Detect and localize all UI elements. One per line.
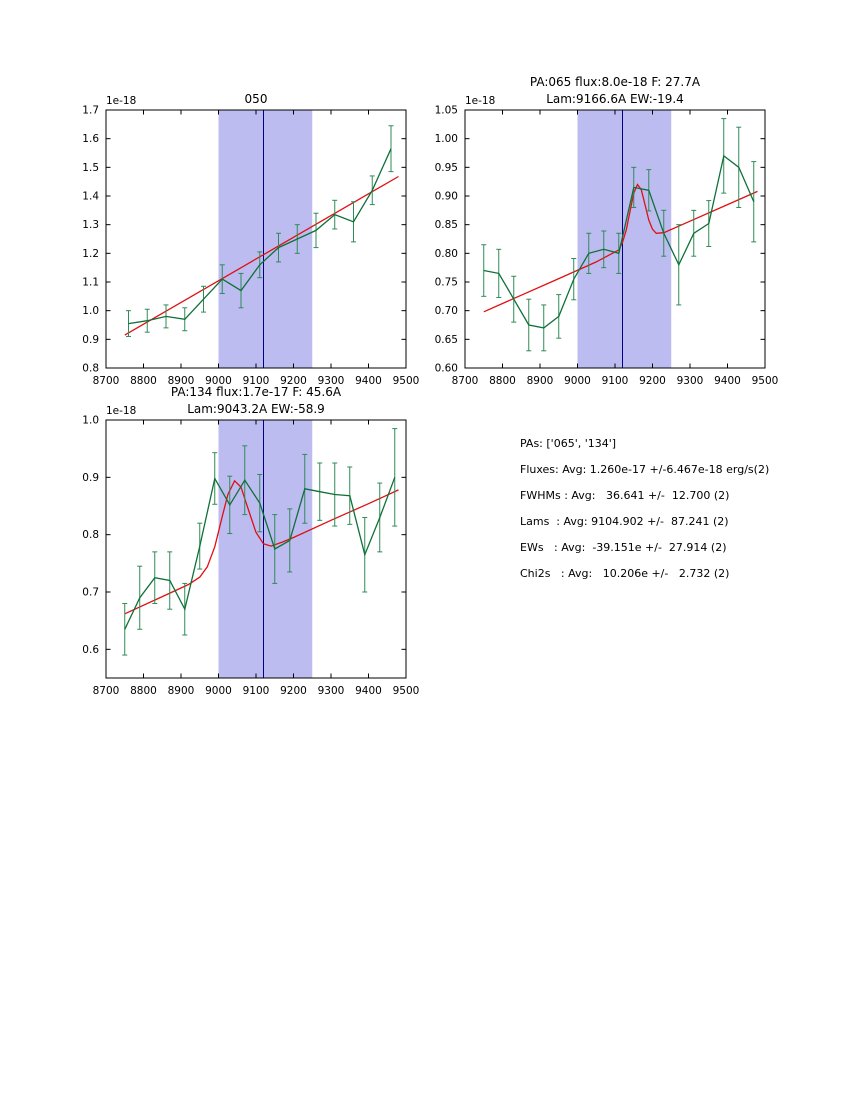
fit-band bbox=[218, 420, 313, 678]
plot-spectrum-pa134: 8700 8800 8900 9000 9100 9200 9300 9400 9500 0.6 0… bbox=[82, 385, 419, 697]
y-tick-label: 1.3 bbox=[82, 219, 99, 231]
fit-band bbox=[577, 110, 672, 368]
x-tick-label: 9300 bbox=[318, 685, 345, 697]
stat-line-fluxes: Fluxes: Avg: 1.260e-17 +/-6.467e-18 erg/… bbox=[520, 463, 770, 476]
y-tick-label: 0.9 bbox=[82, 472, 99, 484]
y-tick-label: 0.80 bbox=[435, 248, 458, 260]
x-tick-label: 9000 bbox=[205, 375, 232, 387]
x-tick-label: 8800 bbox=[130, 375, 157, 387]
plot-title-line: 050 bbox=[245, 92, 268, 106]
y-tick-label: 0.60 bbox=[435, 363, 458, 375]
x-tick-label: 9300 bbox=[318, 375, 345, 387]
x-tick-label: 8900 bbox=[168, 685, 195, 697]
spectrum-data-line bbox=[128, 148, 392, 325]
y-tick-label: 1.6 bbox=[82, 133, 99, 145]
y-tick-label: 1.4 bbox=[82, 191, 99, 203]
y-tick-label: 0.8 bbox=[82, 363, 99, 375]
y-tick-label: 1.1 bbox=[82, 277, 99, 289]
stat-line-fwhms: FWHMs : Avg: 36.641 +/- 12.700 (2) bbox=[520, 489, 730, 502]
tick-marks bbox=[105, 109, 407, 369]
x-tick-label: 9500 bbox=[393, 375, 420, 387]
x-tick-label: 8800 bbox=[489, 375, 516, 387]
y-axis-offset-label: 1e-18 bbox=[106, 95, 136, 107]
x-tick-label: 9500 bbox=[752, 375, 779, 387]
plot-spectrum-pa065: 8700 8800 8900 9000 9100 9200 9300 9400 9500 0.60… bbox=[435, 75, 779, 387]
y-tick-label: 1.5 bbox=[82, 162, 99, 174]
x-tick-label: 8900 bbox=[527, 375, 554, 387]
x-tick-label: 8700 bbox=[452, 375, 479, 387]
x-tick-label: 9100 bbox=[602, 375, 629, 387]
x-tick-label: 9400 bbox=[355, 685, 382, 697]
spectrum-data-line bbox=[483, 154, 755, 329]
spectrum-data-line bbox=[124, 476, 396, 630]
x-tick-label: 9200 bbox=[639, 375, 666, 387]
x-tick-label: 9200 bbox=[280, 685, 307, 697]
y-tick-label: 0.70 bbox=[435, 305, 458, 317]
plot-title-line: PA:065 flux:8.0e-18 F: 27.7A bbox=[530, 75, 701, 89]
tick-labels: 8700 8800 8900 9000 9100 9200 9300 9400 9500 0.60… bbox=[435, 105, 779, 388]
tick-marks bbox=[464, 109, 766, 369]
x-tick-label: 8700 bbox=[93, 375, 120, 387]
y-axis-offset-label: 1e-18 bbox=[465, 95, 495, 107]
x-tick-label: 8700 bbox=[93, 685, 120, 697]
y-tick-label: 1.00 bbox=[435, 133, 458, 145]
x-tick-label: 9100 bbox=[243, 685, 270, 697]
x-tick-label: 9000 bbox=[205, 685, 232, 697]
plot-title-line: Lam:9166.6A EW:-19.4 bbox=[546, 92, 684, 106]
x-tick-label: 9400 bbox=[355, 375, 382, 387]
x-tick-label: 9100 bbox=[243, 375, 270, 387]
y-tick-label: 1.05 bbox=[435, 105, 458, 117]
x-tick-label: 9000 bbox=[564, 375, 591, 387]
y-tick-label: 0.65 bbox=[435, 334, 458, 346]
y-tick-label: 0.8 bbox=[82, 529, 99, 541]
x-tick-label: 9400 bbox=[714, 375, 741, 387]
stat-line-ews: EWs : Avg: -39.151e +/- 27.914 (2) bbox=[520, 541, 727, 554]
tick-labels: 8700 8800 8900 9000 9100 9200 9300 9400 9500 0.8 0… bbox=[82, 105, 419, 388]
tick-labels: 8700 8800 8900 9000 9100 9200 9300 9400 9500 0.6 0… bbox=[82, 415, 419, 698]
y-tick-label: 0.7 bbox=[82, 587, 99, 599]
y-tick-label: 0.95 bbox=[435, 162, 458, 174]
stats-panel: PAs: ['065', '134'] Fluxes: Avg: 1.260e-… bbox=[520, 431, 769, 587]
y-tick-label: 1.7 bbox=[82, 105, 99, 117]
plot-spectrum-050: 8700 8800 8900 9000 9100 9200 9300 9400 9500 0.8 0… bbox=[82, 92, 419, 387]
plot-title-line: Lam:9043.2A EW:-58.9 bbox=[187, 402, 325, 416]
y-tick-label: 0.75 bbox=[435, 277, 458, 289]
x-tick-label: 8900 bbox=[168, 375, 195, 387]
y-tick-label: 1.0 bbox=[82, 305, 99, 317]
model-fit-line bbox=[124, 175, 399, 336]
plot-title-line: PA:134 flux:1.7e-17 F: 45.6A bbox=[171, 385, 342, 399]
stat-line-pas: PAs: ['065', '134'] bbox=[520, 437, 617, 450]
x-tick-label: 8800 bbox=[130, 685, 157, 697]
x-tick-label: 9200 bbox=[280, 375, 307, 387]
stat-line-chi2s: Chi2s : Avg: 10.206e +/- 2.732 (2) bbox=[520, 567, 730, 580]
x-tick-label: 9500 bbox=[393, 685, 420, 697]
stat-line-lams: Lams : Avg: 9104.902 +/- 87.241 (2) bbox=[520, 515, 729, 528]
tick-marks bbox=[105, 419, 407, 678]
y-axis-offset-label: 1e-18 bbox=[106, 405, 136, 417]
y-tick-label: 0.90 bbox=[435, 191, 458, 203]
y-tick-label: 0.6 bbox=[82, 644, 99, 656]
y-tick-label: 1.2 bbox=[82, 248, 99, 260]
y-tick-label: 0.85 bbox=[435, 219, 458, 231]
y-tick-label: 0.9 bbox=[82, 334, 99, 346]
y-tick-label: 1.0 bbox=[82, 415, 99, 427]
x-tick-label: 9300 bbox=[677, 375, 704, 387]
